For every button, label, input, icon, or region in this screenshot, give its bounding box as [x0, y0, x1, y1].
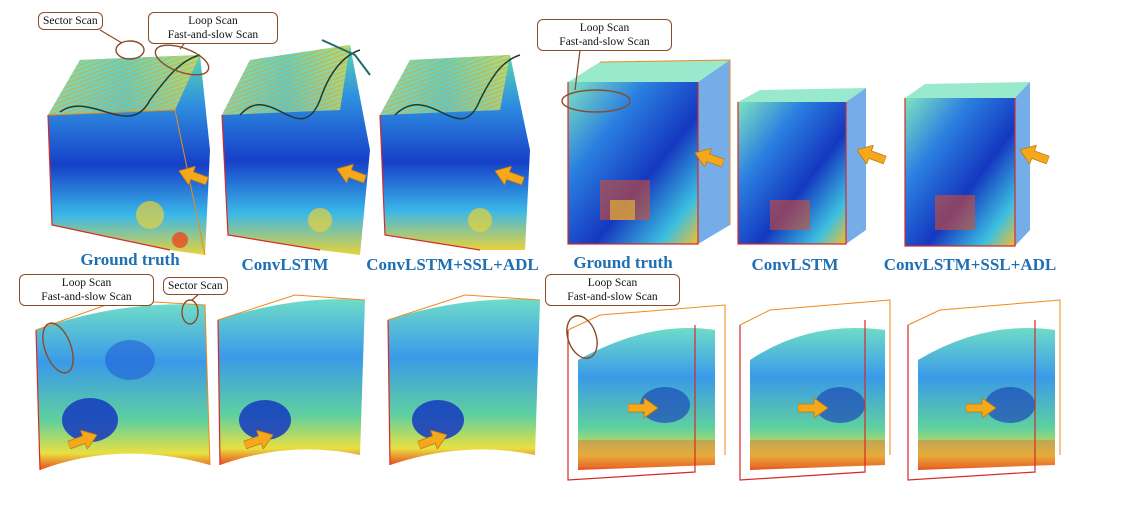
- loop-scan-callout-top-left: Loop Scan Fast-and-slow Scan: [148, 12, 278, 44]
- callout-text: Sector Scan: [43, 15, 98, 27]
- caption-convlstm-ssl-adl-left: ConvLSTM+SSL+ADL: [366, 255, 539, 274]
- volume-top-right-1: [567, 59, 731, 245]
- caption-ground-truth-left: Ground truth: [80, 250, 180, 269]
- loop-scan-ellipse-top-right: [561, 89, 631, 113]
- caption-convlstm-ssl-adl-right: ConvLSTM+SSL+ADL: [883, 255, 1057, 274]
- callout-text: Fast-and-slow Scan: [167, 29, 259, 41]
- callout-text: Loop Scan: [579, 22, 630, 34]
- callout-text: Sector Scan: [168, 280, 223, 292]
- volume-top-left-2: [221, 39, 371, 255]
- callout-text: Loop Scan: [587, 277, 638, 289]
- volume-bottom-right-3: [907, 299, 1061, 481]
- loop-scan-callout-top-right: Loop Scan Fast-and-slow Scan: [537, 19, 672, 51]
- callout-text: Loop Scan: [61, 277, 112, 289]
- callout-text: Fast-and-slow Scan: [567, 291, 658, 303]
- callout-text: Fast-and-slow Scan: [41, 291, 132, 303]
- sector-scan-callout-top: Sector Scan: [38, 12, 103, 30]
- caption-ground-truth-right: Ground truth: [573, 253, 673, 272]
- volume-bottom-left-2: [217, 294, 366, 466]
- sector-scan-callout-bottom: Sector Scan: [163, 277, 228, 295]
- volume-top-right-3: [904, 82, 1052, 247]
- sector-scan-ellipse-top: [115, 40, 145, 60]
- volume-bottom-right-2: [739, 299, 891, 481]
- loop-scan-ellipse-bottom-right: [566, 315, 598, 359]
- loop-scan-callout-bottom-left: Loop Scan Fast-and-slow Scan: [19, 274, 154, 306]
- volume-top-left-3: [379, 54, 530, 251]
- volume-top-right-2: [737, 88, 889, 245]
- volume-top-left-1: [47, 54, 211, 256]
- caption-convlstm-right: ConvLSTM: [751, 255, 839, 274]
- caption-convlstm-left: ConvLSTM: [241, 255, 329, 274]
- volume-bottom-left-1: [35, 299, 211, 471]
- loop-scan-callout-bottom-right: Loop Scan Fast-and-slow Scan: [545, 274, 680, 306]
- callout-text: Fast-and-slow Scan: [559, 36, 650, 48]
- sector-scan-ellipse-bottom: [181, 299, 199, 325]
- volume-bottom-right-1: [567, 304, 726, 481]
- loop-scan-ellipse-top-left: [154, 44, 210, 76]
- volume-bottom-left-3: [387, 294, 541, 466]
- loop-scan-ellipse-bottom-left: [42, 322, 74, 374]
- callout-text: Loop Scan: [188, 15, 238, 27]
